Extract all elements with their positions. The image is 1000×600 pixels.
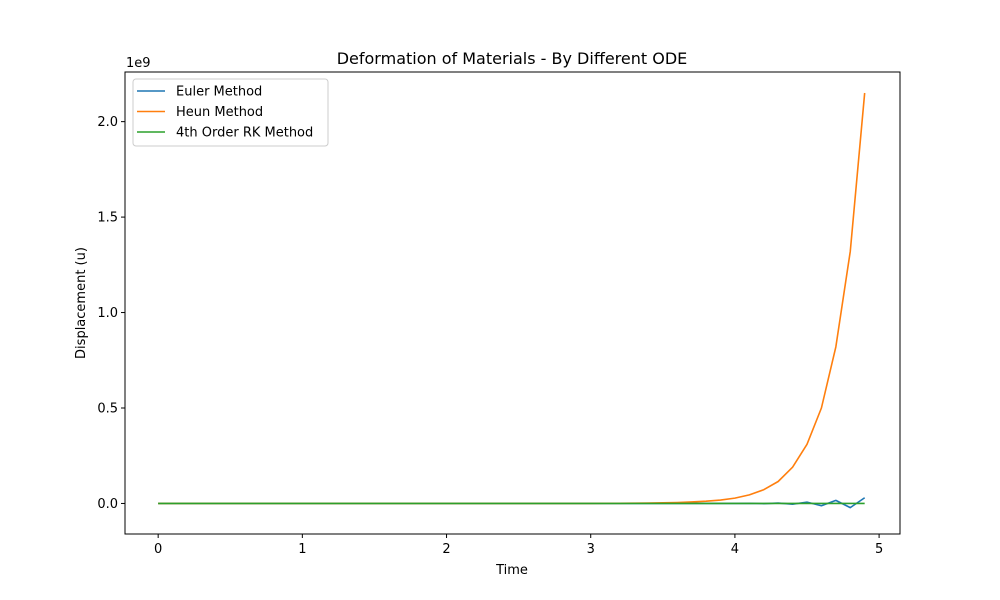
x-tick-label: 5	[875, 542, 883, 557]
y-tick-label: 1.5	[97, 211, 118, 226]
y-tick-label: 1.0	[97, 306, 118, 321]
legend-box	[132, 78, 329, 147]
y-tick-label: 0.5	[97, 402, 118, 417]
legend-label-3: 4th Order RK Method	[176, 126, 313, 141]
legend-label-2: Heun Method	[176, 105, 263, 120]
legend-label-1: Euler Method	[176, 85, 262, 100]
x-tick-label: 0	[154, 542, 162, 557]
x-tick-label: 3	[587, 542, 595, 557]
y-tick-label: 2.0	[97, 115, 118, 130]
x-tick-label: 4	[731, 542, 739, 557]
y-axis-title: Displacement (u)	[74, 247, 89, 359]
chart-title: Deformation of Materials - By Different …	[337, 49, 688, 68]
y-tick-label: 0.0	[97, 497, 118, 512]
x-tick-label: 2	[442, 542, 450, 557]
y-offset-label: 1e9	[126, 56, 151, 71]
x-tick-label: 1	[298, 542, 306, 557]
series-layer	[158, 92, 866, 509]
plot-frame	[124, 71, 901, 535]
legend: Euler Method Heun Method 4th Order RK Meth…	[132, 78, 329, 147]
y-axis-ticks: 0.0 0.5 1.0 1.5 2.0	[97, 115, 125, 512]
x-axis-title: Time	[495, 563, 528, 578]
x-axis-ticks: 0 1 2 3 4 5	[154, 534, 883, 557]
